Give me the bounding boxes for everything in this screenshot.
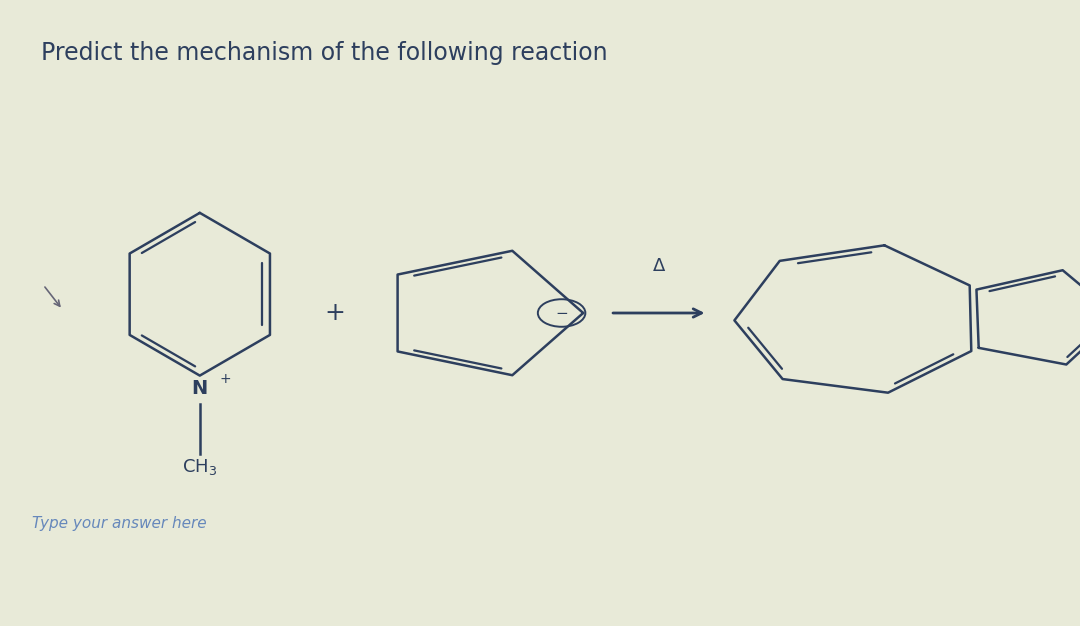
Text: Type your answer here: Type your answer here [32,516,207,531]
Text: −: − [555,305,568,321]
Text: Δ: Δ [652,257,665,275]
Text: N: N [191,379,208,398]
Text: +: + [219,372,231,386]
Text: +: + [324,301,346,325]
Text: CH$_3$: CH$_3$ [183,457,217,477]
Text: Predict the mechanism of the following reaction: Predict the mechanism of the following r… [41,41,608,64]
